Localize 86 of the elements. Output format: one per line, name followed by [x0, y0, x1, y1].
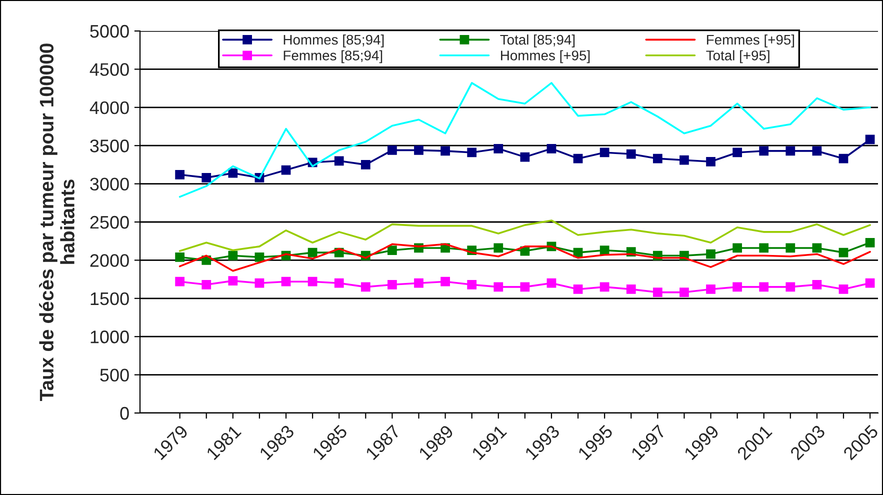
point — [388, 280, 397, 290]
point — [838, 248, 848, 258]
point — [600, 282, 610, 292]
y-tick-label: 2000 — [90, 254, 129, 267]
point — [254, 278, 264, 288]
point — [308, 276, 318, 286]
point — [865, 238, 875, 248]
point — [440, 146, 450, 156]
point — [759, 282, 769, 292]
point — [494, 144, 504, 154]
point — [865, 134, 875, 144]
point — [414, 278, 424, 288]
point — [308, 248, 318, 258]
y-axis-title: Taux de décès par tumeur pour 100000 habitants — [39, 44, 74, 401]
point — [494, 282, 504, 292]
y-tick-label: 1500 — [90, 292, 129, 306]
point — [680, 288, 689, 297]
point — [812, 146, 822, 156]
legend-label: Femmes [85;94] — [284, 50, 382, 64]
point — [202, 173, 212, 182]
point — [786, 243, 796, 253]
point — [600, 246, 610, 255]
point — [334, 156, 344, 166]
point — [228, 250, 238, 260]
point — [652, 154, 662, 164]
line-series — [178, 243, 871, 272]
point — [626, 284, 636, 294]
point — [440, 276, 450, 286]
y-tick-label: 3000 — [90, 178, 129, 191]
y-tick-label: 3500 — [90, 140, 129, 152]
point — [759, 146, 769, 156]
y-tick-label: 2500 — [90, 216, 129, 229]
point — [652, 288, 662, 297]
point — [467, 148, 477, 158]
point — [600, 148, 610, 158]
point — [175, 276, 185, 286]
legend-label: Total [85;94] — [500, 34, 575, 48]
point — [573, 154, 583, 164]
point — [494, 243, 504, 253]
point — [360, 160, 370, 170]
point — [334, 278, 344, 288]
y-tick-label: 4000 — [90, 101, 129, 114]
point — [573, 284, 583, 294]
y-tick-label: 4500 — [90, 63, 129, 76]
point — [732, 282, 742, 292]
point — [175, 170, 185, 180]
point — [759, 243, 769, 253]
point — [865, 278, 875, 288]
point — [467, 280, 477, 290]
point — [732, 148, 742, 158]
point — [520, 152, 530, 162]
point — [228, 276, 238, 286]
point — [786, 146, 796, 156]
point — [520, 282, 530, 292]
point — [812, 280, 822, 290]
point — [706, 284, 716, 294]
point — [175, 252, 185, 262]
legend-label: Femmes [+95] — [706, 34, 794, 48]
point — [202, 280, 212, 290]
y-tick-label: 500 — [100, 368, 129, 382]
point — [706, 249, 716, 259]
point — [812, 243, 822, 253]
y-tick-label: 0 — [120, 406, 129, 420]
point — [414, 145, 424, 155]
point — [626, 149, 636, 159]
point — [786, 282, 796, 292]
point — [360, 282, 370, 292]
point — [546, 144, 556, 154]
line-series — [178, 82, 871, 198]
point — [680, 155, 689, 165]
point — [281, 165, 291, 175]
point — [388, 145, 397, 155]
y-tick-label: 5000 — [90, 24, 129, 38]
point — [838, 154, 848, 164]
point — [281, 276, 291, 286]
legend-label: Hommes [+95] — [501, 50, 590, 64]
point — [388, 246, 397, 255]
point — [838, 284, 848, 294]
legend-label: Hommes [85;94] — [284, 34, 384, 48]
y-tick-label: 1000 — [90, 330, 129, 344]
point — [706, 156, 716, 166]
point — [228, 168, 238, 178]
point — [254, 252, 264, 262]
legend-label: Total [+95] — [706, 50, 770, 64]
point — [546, 278, 556, 288]
point — [732, 243, 742, 253]
